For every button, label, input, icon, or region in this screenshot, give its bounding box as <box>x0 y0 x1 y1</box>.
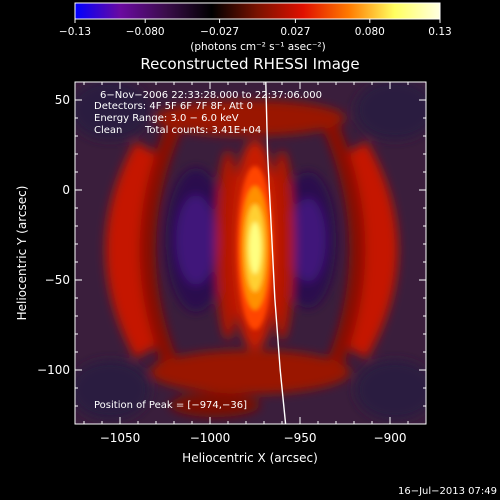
x-tick-label: −950 <box>284 431 317 445</box>
y-axis: 50 0 −50 −100 <box>37 81 426 425</box>
x-tick-label: −1000 <box>190 431 231 445</box>
colorbar-unit-label: (photons cm⁻² s⁻¹ asec⁻²) <box>190 41 325 53</box>
colorbar-bar <box>74 2 441 20</box>
colorbar-ticks: −0.13 −0.080 −0.027 0.027 0.080 0.13 <box>59 19 452 38</box>
chart-title: Reconstructed RHESSI Image <box>140 55 359 73</box>
colorbar-tick-label: 0.027 <box>280 26 310 38</box>
y-tick-label: −50 <box>45 273 70 287</box>
annotation-time-range: 6−Nov−2006 22:33:28.000 to 22:37:06.000 <box>100 90 322 101</box>
colorbar-tick-label: −0.13 <box>59 26 91 38</box>
y-tick-label: 50 <box>55 93 70 107</box>
colorbar: −0.13 −0.080 −0.027 0.027 0.080 0.13 (photons… <box>59 2 452 53</box>
x-tick-label: −900 <box>374 431 407 445</box>
y-axis-label: Heliocentric Y (arcsec) <box>15 186 29 321</box>
heatmap-image <box>75 82 426 424</box>
annotations: 6−Nov−2006 22:33:28.000 to 22:37:06.000 … <box>94 90 322 411</box>
x-tick-label: −1050 <box>100 431 141 445</box>
annotation-method: Clean <box>94 125 122 136</box>
colorbar-tick-label: 0.13 <box>428 26 451 38</box>
plot-frame <box>74 81 427 425</box>
solar-limb <box>265 82 287 424</box>
annotation-energy-range: Energy Range: 3.0 − 6.0 keV <box>94 113 239 124</box>
annotation-detectors: Detectors: 4F 5F 6F 7F 8F, Att 0 <box>94 101 253 112</box>
annotation-peak-position: Position of Peak = [−974,−36] <box>94 400 247 411</box>
heatmap-core <box>237 166 273 330</box>
colorbar-tick-label: −0.080 <box>126 26 165 38</box>
heatmap-blobs-soft <box>75 82 426 420</box>
annotation-total-counts: Total counts: 3.41E+04 <box>144 125 261 136</box>
y-tick-label: −100 <box>37 363 70 377</box>
y-tick-label: 0 <box>62 183 70 197</box>
x-axis-label: Heliocentric X (arcsec) <box>182 451 318 465</box>
colorbar-tick-label: −0.027 <box>200 26 239 38</box>
colorbar-tick-label: 0.080 <box>355 26 385 38</box>
footer-timestamp: 16−Jul−2013 07:49 <box>398 486 497 497</box>
x-axis: −1050 −1000 −950 −900 <box>83 82 427 445</box>
